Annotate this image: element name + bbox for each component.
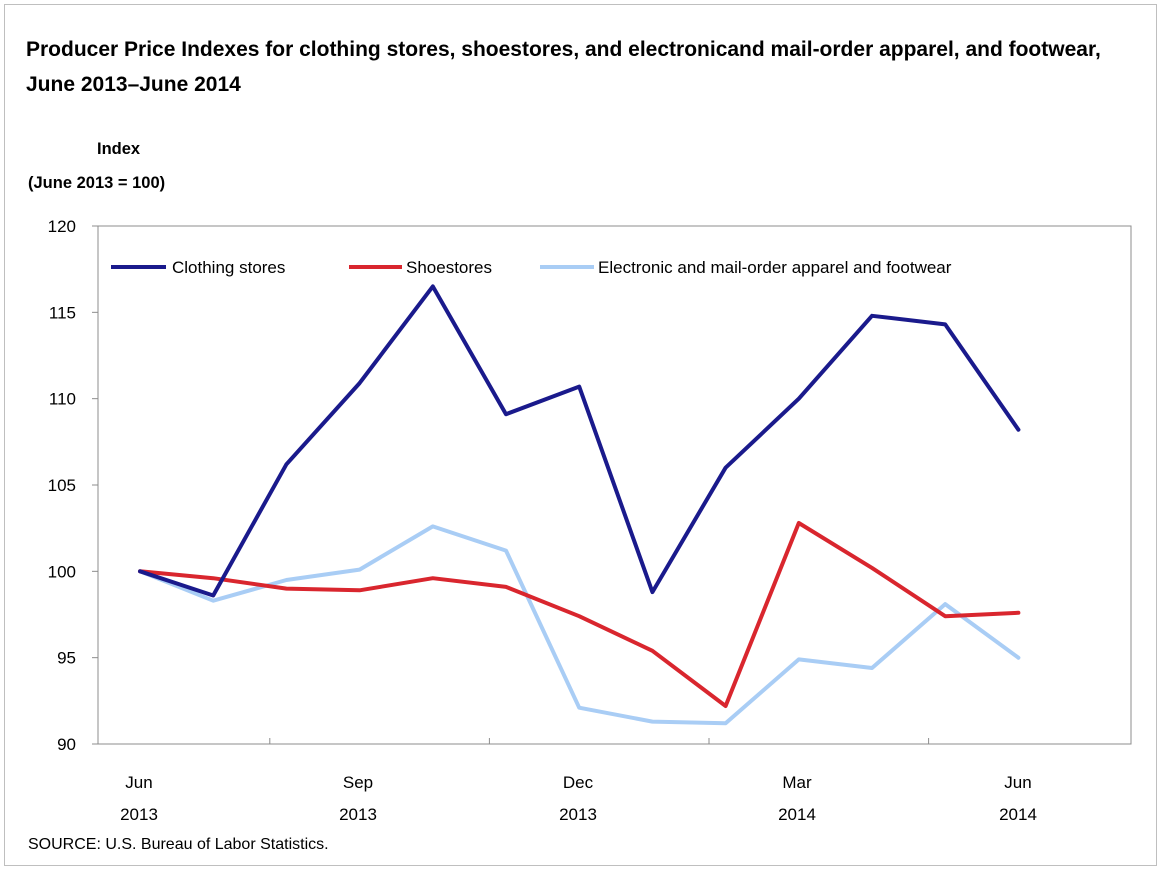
series-line-1 <box>138 521 1021 708</box>
x-tick-label-year: 2014 <box>999 805 1037 824</box>
x-tick-label-year: 2013 <box>120 805 158 824</box>
x-tick-label-month: Jun <box>1004 773 1031 792</box>
y-tick-label: 120 <box>48 217 76 236</box>
y-axis-label-base: (June 2013 = 100) <box>28 174 166 192</box>
legend-label-0: Clothing stores <box>172 258 285 277</box>
y-tick-label: 90 <box>57 735 76 754</box>
x-tick-label-year: 2014 <box>778 805 816 824</box>
x-tick-label-month: Dec <box>563 773 594 792</box>
chart-title: Producer Price Indexes for clothing stor… <box>26 38 1101 96</box>
legend-label-1: Shoestores <box>406 258 492 277</box>
legend-label-2: Electronic and mail-order apparel and fo… <box>598 258 952 277</box>
source-note: SOURCE: U.S. Bureau of Labor Statistics. <box>28 836 329 853</box>
y-axis-label-index: Index <box>97 140 141 158</box>
x-tick-label-year: 2013 <box>559 805 597 824</box>
y-tick-label: 100 <box>48 562 76 581</box>
y-tick-label: 105 <box>48 476 76 495</box>
y-tick-label: 110 <box>49 390 76 409</box>
x-tick-label-year: 2013 <box>339 805 377 824</box>
y-tick-label: 95 <box>57 649 76 668</box>
series-line-0 <box>138 284 1021 598</box>
x-tick-label-month: Jun <box>125 773 152 792</box>
x-tick-label-month: Sep <box>343 773 373 792</box>
series-line-2 <box>138 524 1021 726</box>
chart-frame <box>4 4 1157 866</box>
x-tick-label-month: Mar <box>782 773 812 792</box>
y-tick-label: 115 <box>49 303 76 322</box>
